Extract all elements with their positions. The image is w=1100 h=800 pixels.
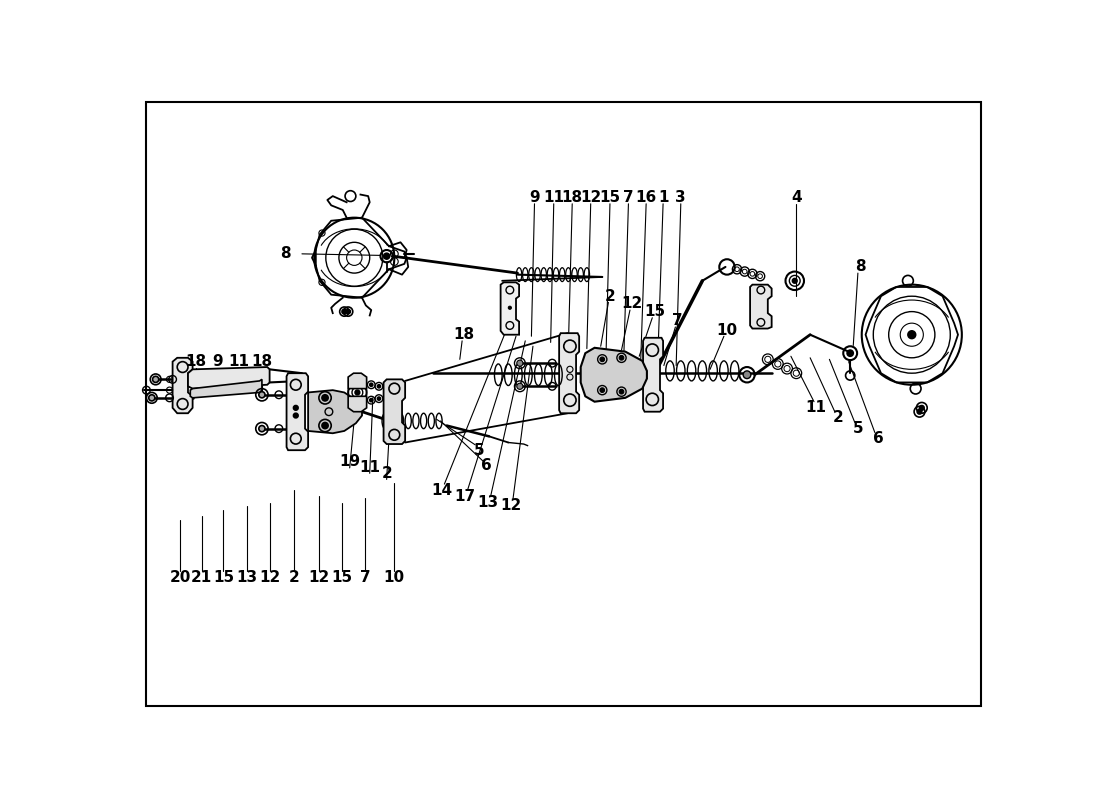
Text: 4: 4 xyxy=(791,190,802,205)
Text: 2: 2 xyxy=(833,410,844,426)
Polygon shape xyxy=(286,373,308,450)
Text: 12: 12 xyxy=(620,296,642,311)
Polygon shape xyxy=(348,373,366,389)
Text: 10: 10 xyxy=(716,322,738,338)
Circle shape xyxy=(600,357,605,362)
Text: 9: 9 xyxy=(529,190,540,205)
Circle shape xyxy=(370,398,373,402)
Text: 14: 14 xyxy=(431,482,453,498)
Text: 7: 7 xyxy=(672,314,683,328)
Circle shape xyxy=(148,394,155,401)
Polygon shape xyxy=(173,358,192,414)
Text: 7: 7 xyxy=(360,570,371,585)
Circle shape xyxy=(619,390,624,394)
Text: 5: 5 xyxy=(474,442,484,458)
Text: 5: 5 xyxy=(852,421,864,436)
Text: 19: 19 xyxy=(339,454,361,470)
Text: 2: 2 xyxy=(382,466,392,481)
Circle shape xyxy=(847,350,854,356)
Circle shape xyxy=(355,390,360,394)
Text: 9: 9 xyxy=(212,354,222,369)
Circle shape xyxy=(517,383,522,390)
Circle shape xyxy=(370,383,373,386)
Text: 13: 13 xyxy=(477,495,499,510)
Text: 15: 15 xyxy=(600,190,620,205)
Text: 17: 17 xyxy=(454,489,476,504)
Text: 18: 18 xyxy=(251,354,273,369)
Polygon shape xyxy=(500,282,519,334)
Text: 6: 6 xyxy=(482,458,492,473)
Text: 13: 13 xyxy=(235,570,257,585)
Circle shape xyxy=(920,406,924,410)
Circle shape xyxy=(744,371,751,378)
Text: 18: 18 xyxy=(562,190,583,205)
Text: 15: 15 xyxy=(331,570,353,585)
Text: 6: 6 xyxy=(872,431,883,446)
Circle shape xyxy=(792,278,798,283)
Polygon shape xyxy=(190,379,262,398)
Text: 7: 7 xyxy=(623,190,634,205)
Text: 8: 8 xyxy=(279,246,290,262)
Polygon shape xyxy=(581,348,647,402)
Polygon shape xyxy=(559,333,580,414)
Text: 8: 8 xyxy=(855,259,866,274)
Text: 3: 3 xyxy=(675,190,686,205)
Text: 16: 16 xyxy=(636,190,657,205)
Polygon shape xyxy=(188,367,270,389)
Text: 12: 12 xyxy=(580,190,602,205)
Text: 11: 11 xyxy=(229,354,250,369)
Circle shape xyxy=(153,376,158,382)
Text: 1: 1 xyxy=(658,190,669,205)
Circle shape xyxy=(384,253,389,259)
Text: 18: 18 xyxy=(453,327,474,342)
Circle shape xyxy=(917,410,922,414)
Circle shape xyxy=(508,306,512,310)
Text: 20: 20 xyxy=(169,570,191,585)
Circle shape xyxy=(345,310,351,314)
Text: 18: 18 xyxy=(185,354,207,369)
Polygon shape xyxy=(750,285,772,329)
Circle shape xyxy=(908,331,915,338)
Circle shape xyxy=(258,392,265,398)
Circle shape xyxy=(322,422,328,429)
Text: 10: 10 xyxy=(384,570,405,585)
Text: 15: 15 xyxy=(644,304,666,319)
Text: 12: 12 xyxy=(258,570,280,585)
Polygon shape xyxy=(308,390,362,434)
Polygon shape xyxy=(644,338,663,412)
Text: 11: 11 xyxy=(360,460,381,474)
Circle shape xyxy=(322,394,328,401)
Circle shape xyxy=(377,397,381,400)
Text: 2: 2 xyxy=(605,289,615,304)
Polygon shape xyxy=(384,379,405,444)
Text: 21: 21 xyxy=(191,570,212,585)
Text: 2: 2 xyxy=(289,570,299,585)
Text: 12: 12 xyxy=(500,498,522,513)
Circle shape xyxy=(294,406,298,410)
Text: 11: 11 xyxy=(806,400,827,415)
Circle shape xyxy=(294,414,298,418)
Text: 12: 12 xyxy=(308,570,330,585)
Text: 11: 11 xyxy=(543,190,564,205)
Polygon shape xyxy=(348,396,366,412)
Circle shape xyxy=(258,426,265,432)
Circle shape xyxy=(377,385,381,388)
Circle shape xyxy=(600,388,605,393)
Circle shape xyxy=(619,355,624,360)
Circle shape xyxy=(517,360,522,366)
Text: 15: 15 xyxy=(212,570,234,585)
Circle shape xyxy=(342,310,346,314)
